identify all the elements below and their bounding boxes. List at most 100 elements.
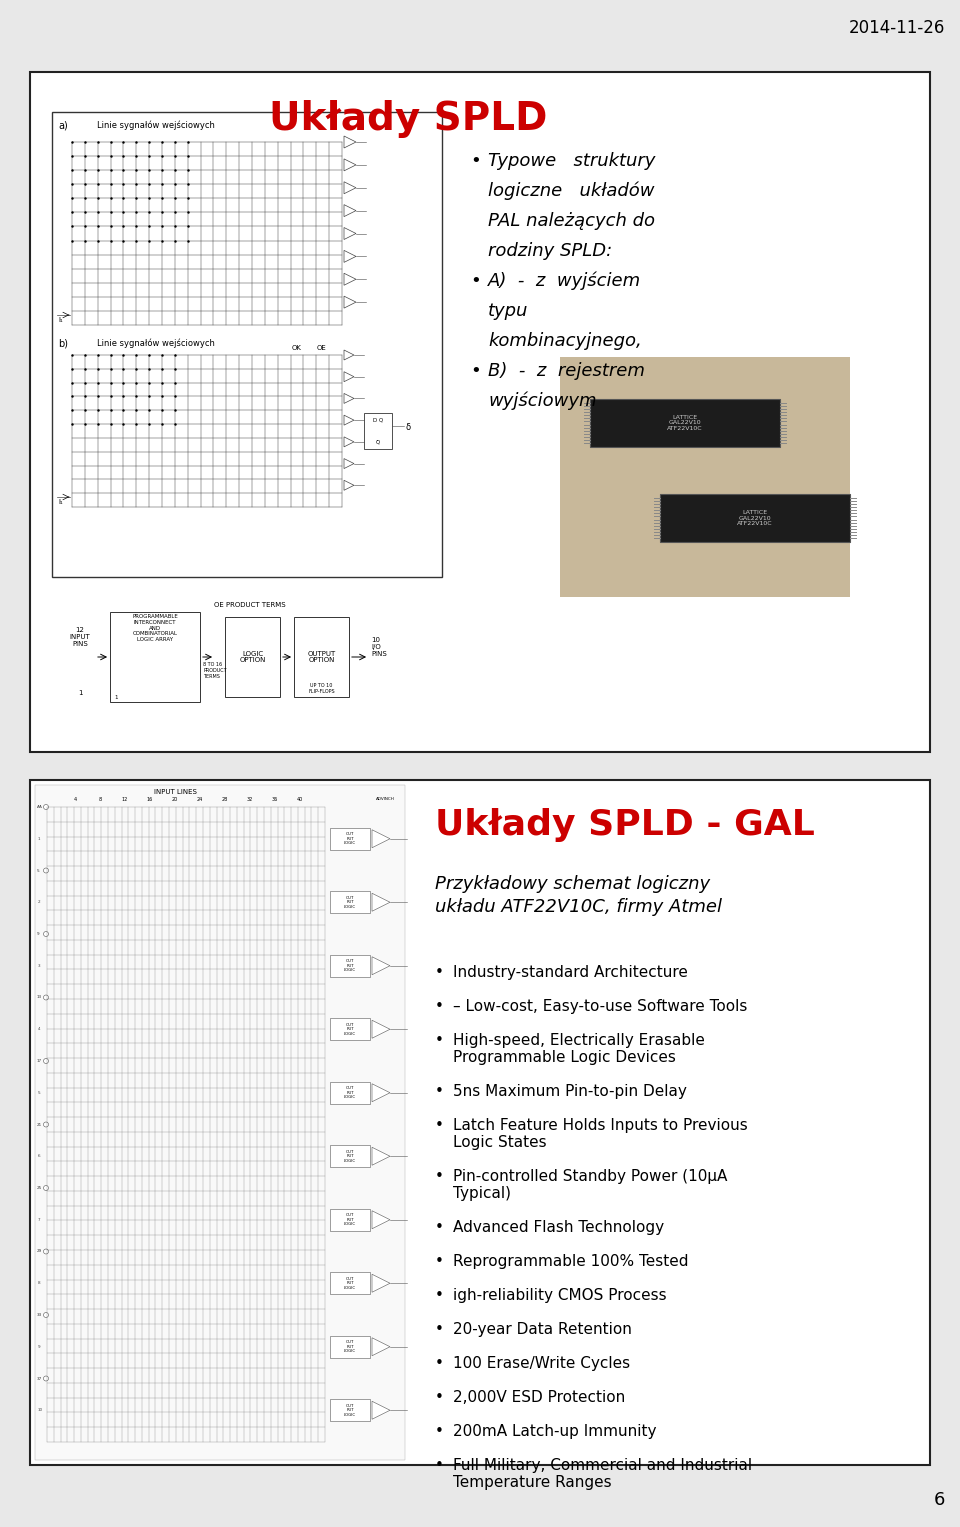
Text: 10: 10 (38, 1408, 43, 1412)
Text: 9: 9 (38, 1345, 40, 1348)
Text: a): a) (58, 121, 68, 130)
Text: •: • (435, 1170, 444, 1183)
Text: 8 TO 16
PRODUCT
TERMS: 8 TO 16 PRODUCT TERMS (203, 663, 227, 678)
Text: 33: 33 (37, 1313, 42, 1316)
Text: Układy SPLD: Układy SPLD (269, 99, 547, 137)
Text: •: • (435, 1287, 444, 1303)
Text: 12: 12 (122, 797, 128, 802)
Bar (330, 1145, 370, 1167)
Text: PAL należących do: PAL należących do (488, 212, 655, 231)
Bar (294, 617, 349, 696)
Text: 2,000V ESD Protection: 2,000V ESD Protection (453, 1390, 625, 1405)
Polygon shape (344, 228, 356, 240)
Text: Układy SPLD - GAL: Układy SPLD - GAL (435, 808, 815, 841)
Text: LOGIC
OPTION: LOGIC OPTION (239, 651, 266, 664)
Bar (30, 72, 930, 751)
Text: •: • (435, 1458, 444, 1474)
Polygon shape (372, 1338, 390, 1356)
Text: •: • (435, 1254, 444, 1269)
Polygon shape (344, 415, 354, 425)
Polygon shape (344, 182, 356, 194)
Text: 32: 32 (247, 797, 253, 802)
Text: Programmable Logic Devices: Programmable Logic Devices (453, 1051, 676, 1064)
Polygon shape (372, 1274, 390, 1292)
Text: 2: 2 (38, 901, 40, 904)
Circle shape (43, 996, 49, 1000)
Text: b): b) (58, 337, 68, 348)
Text: 10
I/O
PINS: 10 I/O PINS (371, 637, 387, 657)
Text: OUT
PUT
LOGIC: OUT PUT LOGIC (344, 1086, 356, 1099)
Text: •: • (435, 1425, 444, 1438)
Text: rodziny SPLD:: rodziny SPLD: (488, 241, 612, 260)
Text: 1: 1 (78, 690, 83, 696)
Bar (330, 1399, 370, 1422)
Text: 1: 1 (38, 837, 40, 841)
Text: LATTICE
GAL22V10
ATF22V10C: LATTICE GAL22V10 ATF22V10C (737, 510, 773, 527)
Polygon shape (344, 136, 356, 148)
Circle shape (43, 1376, 49, 1380)
Text: •: • (470, 153, 481, 169)
Text: OUT
PUT
LOGIC: OUT PUT LOGIC (344, 1341, 356, 1353)
Text: 2014-11-26: 2014-11-26 (849, 18, 945, 37)
Bar (110, 612, 200, 702)
Text: OE: OE (317, 345, 326, 351)
Text: •: • (435, 1356, 444, 1371)
Bar (660, 495, 850, 542)
Text: – Low-cost, Easy-to-use Software Tools: – Low-cost, Easy-to-use Software Tools (453, 999, 748, 1014)
Text: 4: 4 (73, 797, 77, 802)
Text: 3: 3 (38, 964, 40, 968)
Text: 40: 40 (297, 797, 303, 802)
Text: ADVINCH: ADVINCH (376, 797, 395, 802)
Text: 36: 36 (272, 797, 278, 802)
Text: •: • (435, 1118, 444, 1133)
Text: 8: 8 (38, 1281, 40, 1286)
Bar (330, 1209, 370, 1231)
Text: •: • (435, 1322, 444, 1338)
Text: INPUT LINES: INPUT LINES (155, 789, 197, 796)
Text: OK: OK (292, 345, 301, 351)
Text: OUTPUT
OPTION: OUTPUT OPTION (307, 651, 336, 664)
Text: 5: 5 (38, 1090, 40, 1095)
Text: 6: 6 (38, 1154, 40, 1159)
Text: 1: 1 (114, 695, 117, 699)
Text: •: • (435, 1084, 444, 1099)
Text: Przykładowy schemat logiczny: Przykładowy schemat logiczny (435, 875, 710, 893)
Text: 200mA Latch-up Immunity: 200mA Latch-up Immunity (453, 1425, 657, 1438)
Text: 28: 28 (222, 797, 228, 802)
Text: Temperature Ranges: Temperature Ranges (453, 1475, 612, 1490)
Text: 17: 17 (37, 1060, 42, 1063)
Polygon shape (372, 957, 390, 974)
Text: 25: 25 (37, 1186, 42, 1190)
Text: •: • (435, 965, 444, 980)
Polygon shape (372, 1084, 390, 1102)
Text: AA: AA (37, 805, 43, 809)
Text: •: • (435, 1390, 444, 1405)
Text: Industry-standard Architecture: Industry-standard Architecture (453, 965, 688, 980)
Text: Q̄: Q̄ (376, 440, 380, 444)
Text: Typowe   struktury: Typowe struktury (488, 153, 656, 169)
Text: •: • (470, 272, 481, 290)
Circle shape (43, 1122, 49, 1127)
Polygon shape (372, 1020, 390, 1038)
Text: 12
INPUT
PINS: 12 INPUT PINS (70, 628, 90, 647)
Polygon shape (344, 205, 356, 217)
Circle shape (43, 1313, 49, 1318)
Text: 8: 8 (99, 797, 102, 802)
Polygon shape (344, 273, 356, 286)
Text: układu ATF22V10C, firmy Atmel: układu ATF22V10C, firmy Atmel (435, 898, 722, 916)
Text: typu: typu (488, 302, 528, 321)
Text: 5: 5 (37, 869, 39, 872)
Bar (225, 617, 280, 696)
Text: kombinacyjnego,: kombinacyjnego, (488, 331, 641, 350)
Text: Typical): Typical) (453, 1186, 511, 1202)
Text: Linie sygnałów wejściowych: Linie sygnałów wejściowych (97, 337, 215, 348)
Polygon shape (344, 437, 354, 447)
Circle shape (43, 1185, 49, 1191)
Text: 9: 9 (37, 931, 39, 936)
Bar (330, 892, 370, 913)
Bar (330, 1336, 370, 1358)
Text: OUT
PUT
LOGIC: OUT PUT LOGIC (344, 1023, 356, 1035)
Text: logiczne   układów: logiczne układów (488, 182, 655, 200)
Text: D Q: D Q (372, 417, 383, 421)
Polygon shape (372, 893, 390, 912)
